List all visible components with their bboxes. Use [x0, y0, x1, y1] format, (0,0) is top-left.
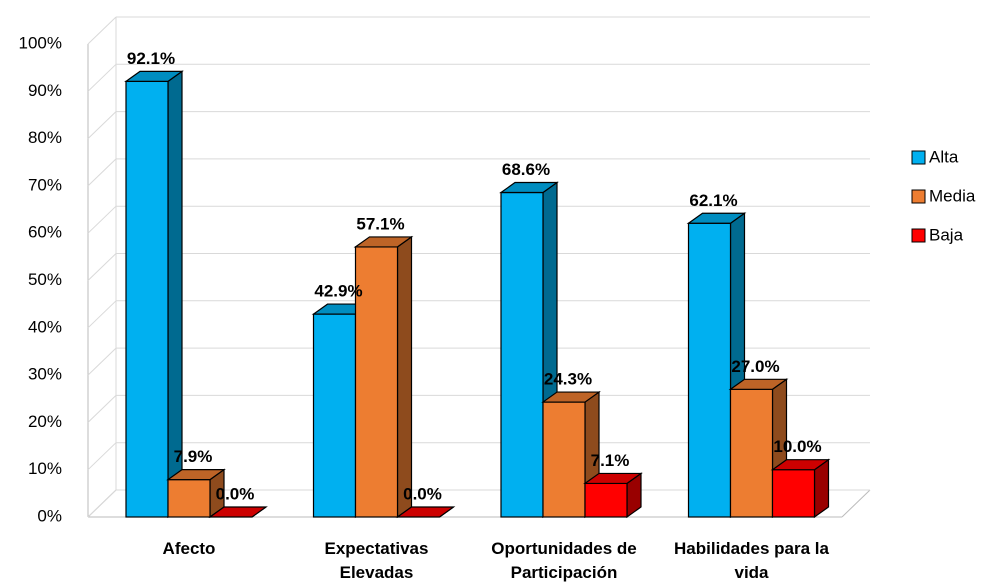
bar-top [541, 391, 601, 403]
x-tick-label: Expectativas Elevadas [324, 539, 429, 582]
grid-diag [87, 395, 117, 423]
x-tick-label: Oportunidades de Participación [491, 539, 637, 582]
data-label: 7.9% [174, 447, 213, 466]
legend-swatch [911, 228, 926, 243]
floor-side [841, 489, 871, 518]
grid-diag [87, 442, 117, 471]
data-label: 27.0% [731, 357, 779, 376]
y-tick-label: 90% [28, 81, 62, 100]
y-tick-label: 20% [28, 412, 62, 431]
y-tick-label: 0% [37, 506, 62, 525]
bar-top [770, 459, 831, 471]
legend-label: Alta [929, 147, 959, 166]
bar-top [208, 506, 268, 518]
grid-diag [87, 111, 117, 139]
x-tick-label: Afecto [162, 539, 216, 558]
legend-swatch [911, 189, 926, 204]
data-label: 10.0% [773, 437, 821, 456]
grid-diag [87, 63, 117, 92]
bar-top [728, 378, 789, 390]
bar-side [396, 235, 413, 519]
bar-top [124, 70, 184, 82]
y-tick-label: 60% [28, 223, 62, 242]
data-label: 92.1% [127, 49, 175, 68]
bar [729, 388, 774, 518]
bar [542, 401, 586, 518]
bar [167, 479, 211, 518]
data-label: 0.0% [403, 484, 442, 503]
y-tick-label: 70% [28, 175, 62, 194]
bar-top [583, 472, 643, 485]
bar-top [499, 181, 559, 194]
bar-top [353, 236, 414, 248]
bar [771, 469, 816, 518]
bar [687, 222, 732, 518]
y-tick-label: 10% [28, 459, 62, 478]
y-tick-label: 50% [28, 270, 62, 289]
data-label: 24.3% [544, 370, 592, 389]
data-label: 62.1% [689, 191, 737, 210]
legend-label: Baja [929, 225, 964, 244]
grid-diag [87, 489, 117, 518]
data-label: 57.1% [356, 214, 404, 233]
legend-swatch [911, 150, 926, 165]
bar [312, 313, 357, 518]
grid-diag [87, 300, 117, 329]
x-tick-label: Habilidades para la vida [674, 539, 829, 582]
y-tick-label: 40% [28, 317, 62, 336]
grid-diag [87, 253, 117, 281]
bar [500, 191, 544, 518]
grid-diag [87, 16, 117, 45]
data-label: 68.6% [502, 160, 550, 179]
bar [584, 482, 628, 518]
bar-top [395, 506, 456, 518]
grid-diag [87, 347, 117, 376]
bar [125, 80, 169, 518]
y-tick-label: 80% [28, 128, 62, 147]
legend-label: Media [929, 186, 976, 205]
data-label: 42.9% [314, 282, 362, 301]
bar-top [686, 212, 747, 224]
bar [354, 246, 399, 518]
data-label: 0.0% [216, 484, 255, 503]
data-label: 7.1% [591, 451, 630, 470]
y-tick-label: 100% [19, 33, 62, 52]
bar-top [166, 469, 226, 481]
y-tick-label: 30% [28, 365, 62, 384]
grid-diag [87, 158, 117, 187]
grid-diag [87, 205, 117, 234]
